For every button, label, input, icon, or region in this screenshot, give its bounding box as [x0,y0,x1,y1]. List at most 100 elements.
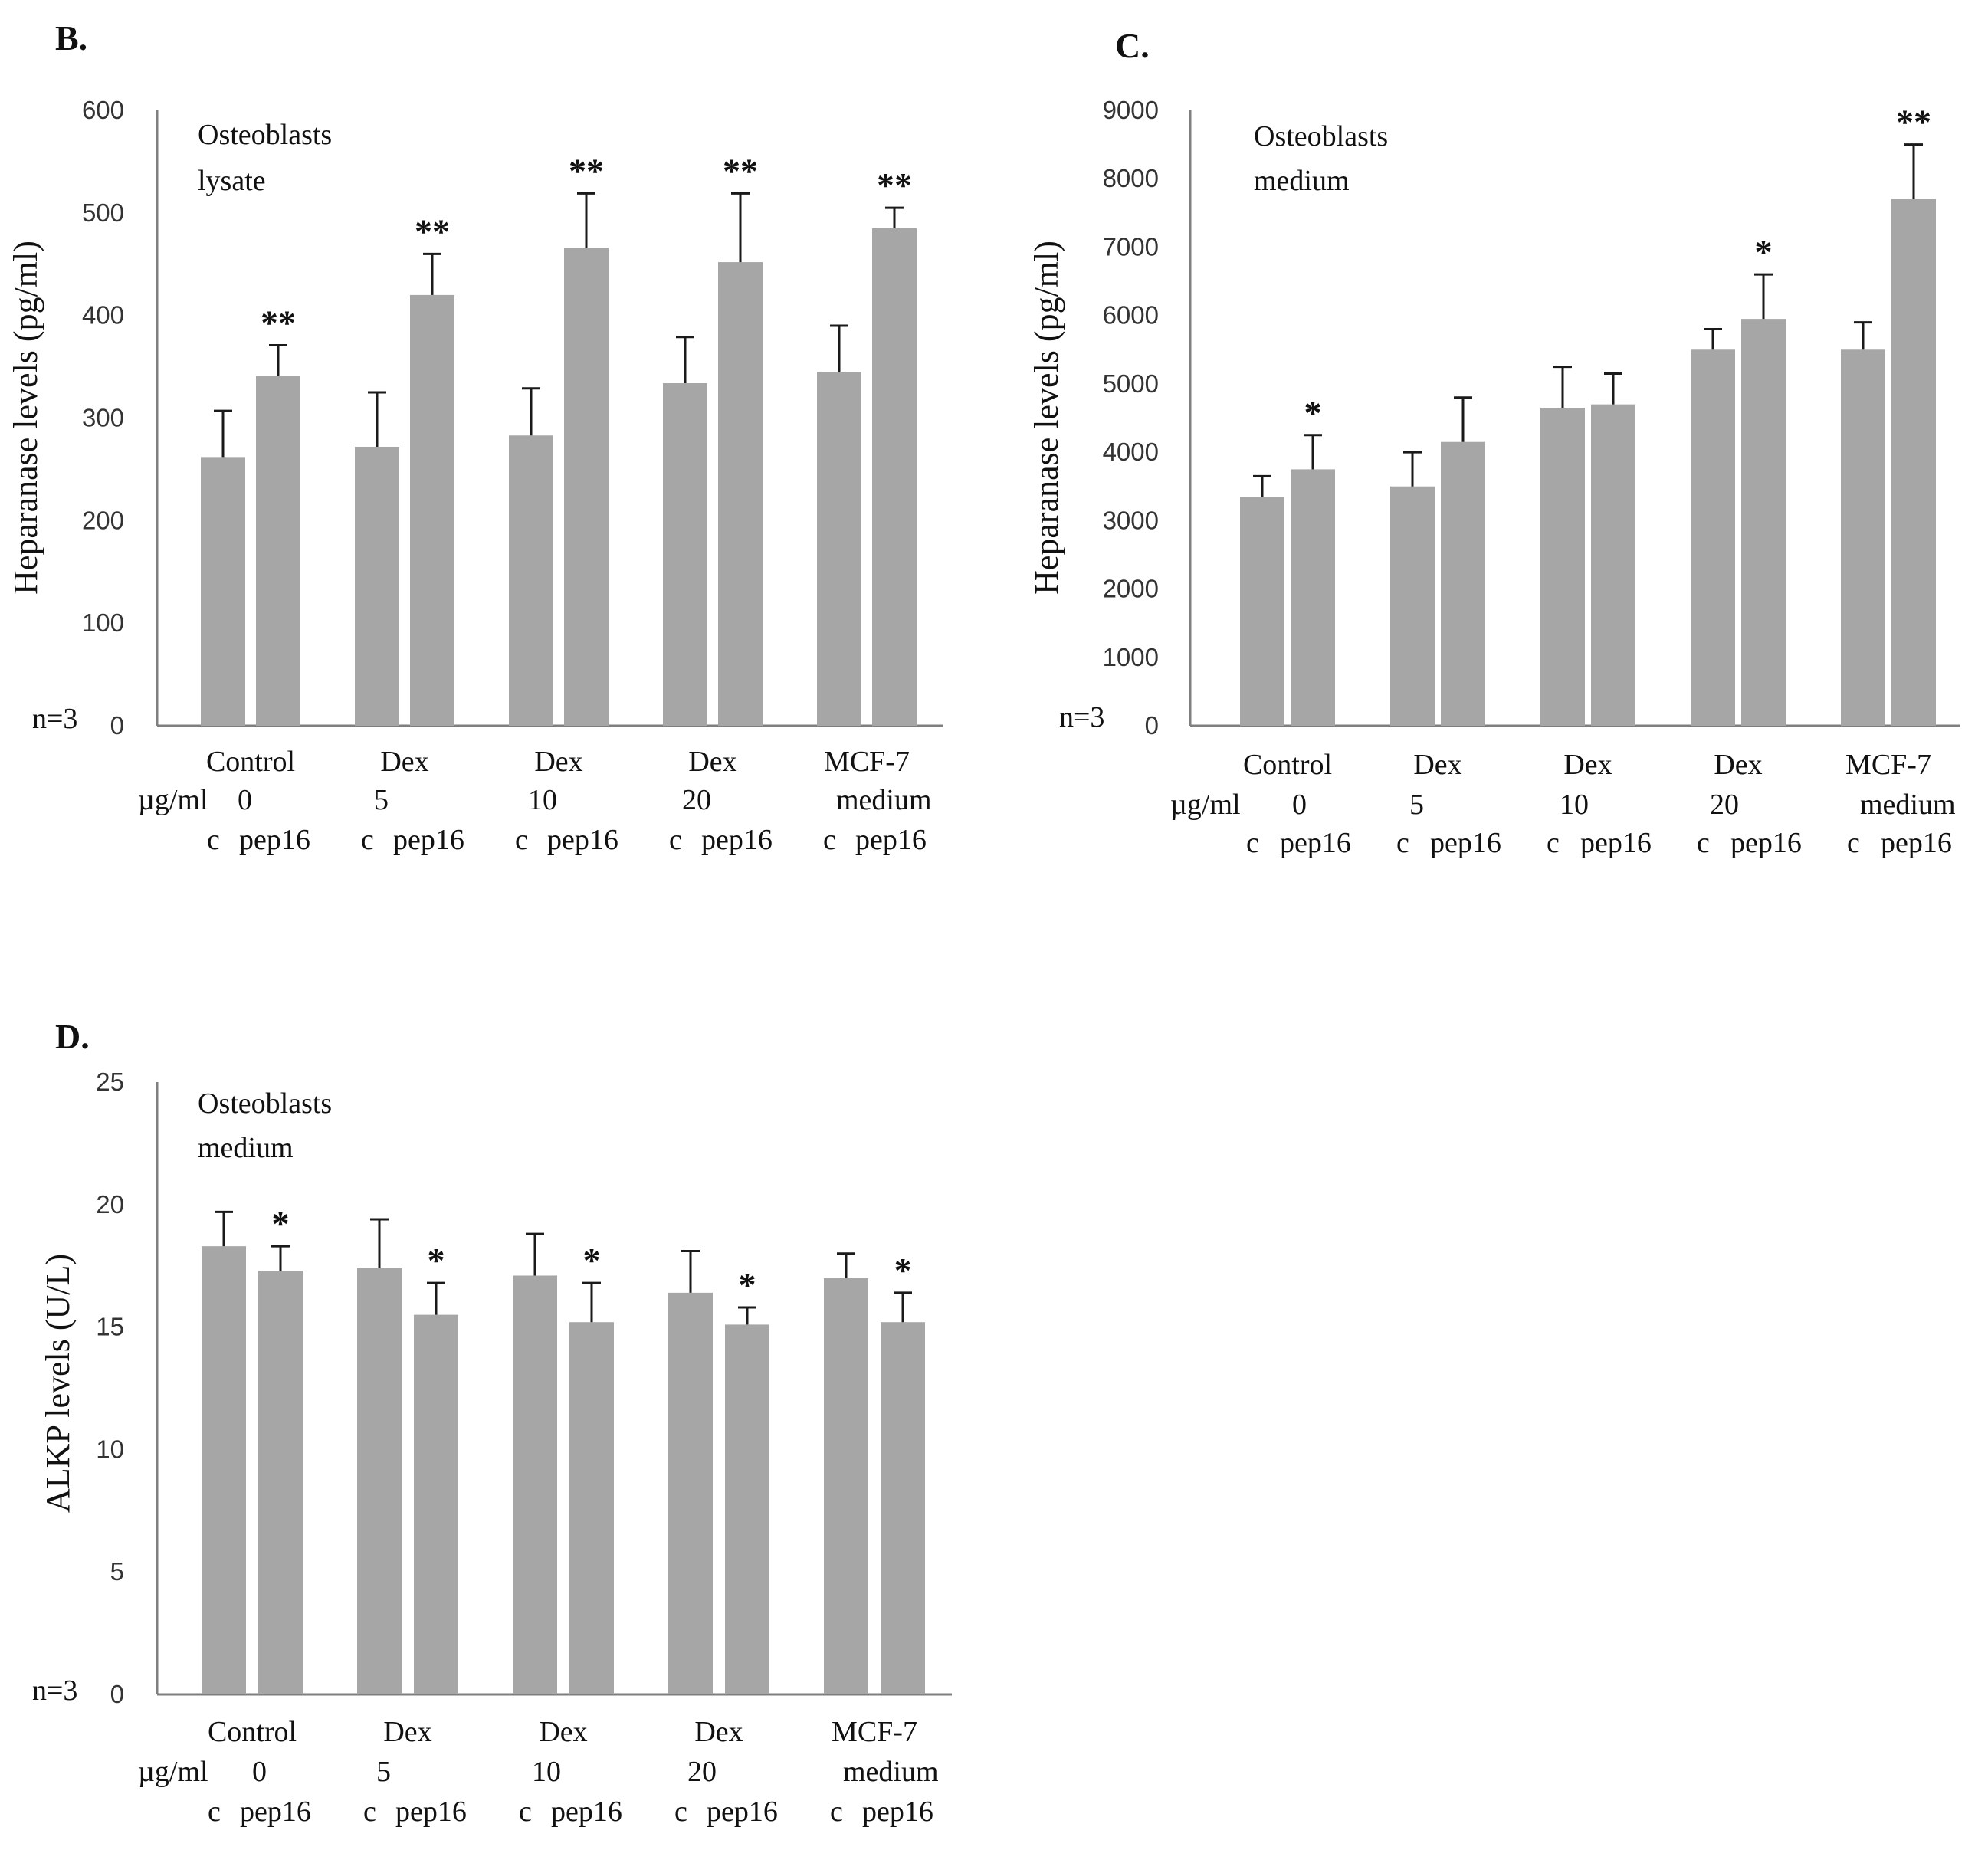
category-label: Dex [383,1716,431,1748]
n-label: n=3 [32,703,77,735]
category-dose: 5 [1409,789,1424,821]
bar-pep16 [1591,404,1635,726]
y-tick-label: 3000 [1103,506,1159,534]
bar-c [509,435,553,726]
y-tick-label: 2000 [1103,575,1159,603]
bar-pep16 [1741,319,1786,726]
panel-c: C. 0 1000 2000 3000 4000 5000 6000 7000 8000 9000 H… [1028,26,1960,859]
bar-pep16 [725,1324,769,1694]
category-sub-c: c [361,824,374,856]
category-sub-c: c [1396,827,1409,859]
bar-c [824,1278,868,1694]
significance-marker: * [1304,393,1322,432]
significance-marker: * [272,1204,290,1243]
category-dose: 5 [376,1756,391,1788]
significance-marker: * [739,1265,756,1304]
bar-pep16 [410,294,454,726]
bar-pep16 [564,248,609,726]
category-sub-pep16: pep16 [862,1796,933,1828]
bar-pep16 [1291,469,1335,726]
category-sub-c: c [1697,827,1710,859]
bar-pep16 [258,1271,303,1694]
chart-annotation: medium [1254,165,1350,197]
bar-c [355,446,399,726]
panel-d: D. 0 5 10 15 20 25 ALKP levels (U/L) Osteoblasts… [32,1017,952,1828]
y-axis-title: ALKP levels (U/L) [39,1254,77,1513]
category-sub-pep16: pep16 [701,824,773,856]
y-tick-label: 4000 [1103,438,1159,466]
bar-c [668,1292,713,1694]
category-label: Dex [1714,749,1762,781]
category-label: MCF-7 [1845,749,1931,781]
category-sub-pep16: pep16 [395,1796,467,1828]
category-dose: 10 [1560,789,1589,821]
category-dose: medium [1860,789,1956,821]
category-label: MCF-7 [832,1716,917,1748]
y-tick-label: 0 [1145,711,1159,740]
bar-c [513,1275,557,1694]
significance-marker: ** [569,151,604,190]
panel-label: B. [55,18,87,57]
y-tick-label: 25 [96,1068,124,1096]
category-dose: medium [843,1756,939,1788]
y-tick-label: 600 [82,96,124,124]
bar-pep16 [881,1322,925,1694]
y-tick-label: 9000 [1103,96,1159,124]
category-dose: 10 [528,784,557,816]
category-sub-pep16: pep16 [707,1796,778,1828]
category-sub-pep16: pep16 [855,824,927,856]
bar-c [1390,486,1435,726]
bar-c [1540,408,1585,726]
category-label: Control [206,746,295,778]
y-tick-label: 300 [82,404,124,432]
category-sub-c: c [515,824,528,856]
significance-marker: ** [723,151,758,190]
category-sub-pep16: pep16 [551,1796,622,1828]
category-sub-c: c [830,1796,843,1828]
bar-c [1691,349,1735,726]
significance-marker: ** [415,212,450,251]
category-dose: 0 [1292,789,1307,821]
chart-annotation: medium [198,1132,294,1164]
significance-marker: * [894,1251,912,1290]
chart-annotation: lysate [198,165,266,197]
chart-annotation: Osteoblasts [1254,120,1388,153]
category-dose: 10 [532,1756,561,1788]
category-sub-c: c [823,824,836,856]
category-sub-pep16: pep16 [1430,827,1501,859]
category-label: Control [208,1716,297,1748]
category-label: Dex [534,746,582,778]
category-dose: 20 [1710,789,1739,821]
y-tick-label: 1000 [1103,643,1159,671]
category-label: Dex [1413,749,1461,781]
category-sub-c: c [669,824,682,856]
category-label: MCF-7 [824,746,910,778]
y-axis-title: Heparanase levels (pg/ml) [7,241,44,595]
category-dose: 20 [682,784,711,816]
panel-label: D. [55,1017,90,1056]
category-label: Dex [694,1716,743,1748]
significance-marker: * [428,1241,445,1280]
y-axis-title: Heparanase levels (pg/ml) [1028,241,1065,595]
category-label: Dex [1563,749,1612,781]
category-sub-pep16: pep16 [1881,827,1952,859]
category-dose: medium [836,784,932,816]
category-sub-pep16: pep16 [1280,827,1351,859]
chart-annotation: Osteoblasts [198,1087,332,1120]
chart-annotation: Osteoblasts [198,119,332,151]
significance-marker: ** [261,303,296,342]
bar-c [357,1268,402,1694]
y-tick-label: 20 [96,1190,124,1219]
bar-c [817,372,861,726]
bar-c [201,457,245,726]
y-tick-label: 7000 [1103,232,1159,261]
category-dose: 20 [687,1756,717,1788]
category-label: Dex [380,746,428,778]
category-sub-pep16: pep16 [1580,827,1652,859]
significance-marker: ** [1896,103,1931,142]
category-sub-pep16: pep16 [240,1796,311,1828]
category-label: Dex [688,746,736,778]
category-sub-c: c [1547,827,1560,859]
